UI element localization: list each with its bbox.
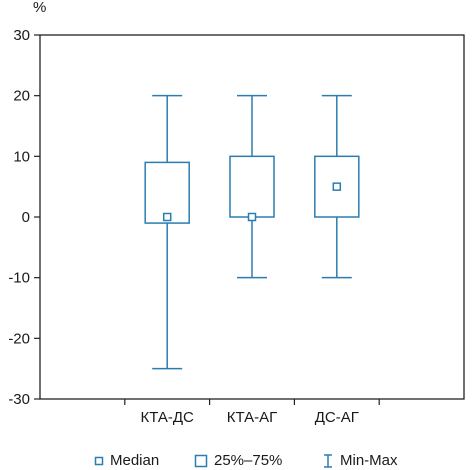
y-tick-label: -10 [8,270,30,287]
x-tick-label: КТА-АГ [227,409,278,426]
x-axis-ticks: КТА-ДС КТА-АГ ДС-АГ [124,399,380,426]
y-tick-label: 10 [13,148,30,165]
y-tick-label: 30 [13,27,30,44]
y-axis-ticks: 30 20 10 0 -10 -20 -30 [8,27,40,408]
legend-item-median: Median [94,452,159,469]
x-tick-label: КТА-ДС [140,409,194,426]
box-plot-chart: 30 20 10 0 -10 -20 -30 КТА-ДС КТА-АГ ДС-АГ % [8,0,465,426]
legend-label-quartiles: 25%–75% [214,452,283,469]
legend-item-quartiles: 25%–75% [194,452,282,469]
box-marker-icon [194,454,208,467]
legend-label-median: Median [110,452,160,469]
y-tick-label: -20 [8,330,30,347]
x-tick-label: ДС-АГ [315,409,359,426]
box-series [144,94,360,370]
y-axis-label: % [33,0,46,16]
median-marker [332,182,342,191]
y-tick-label: 20 [13,88,30,105]
y-tick-label: -30 [8,391,30,408]
box-3 [314,94,360,279]
y-tick-label: 0 [22,209,30,226]
median-marker [247,212,257,222]
legend-label-minmax: Min-Max [340,452,398,469]
legend-item-minmax: Min-Max [322,452,398,469]
median-marker [162,212,172,222]
iqr-box [229,155,275,218]
box-1 [144,94,190,370]
median-marker-icon [94,456,104,465]
whisker-marker-icon [324,453,332,468]
legend: Median 25%–75% Min-Max [0,452,472,470]
box-2 [229,94,275,279]
